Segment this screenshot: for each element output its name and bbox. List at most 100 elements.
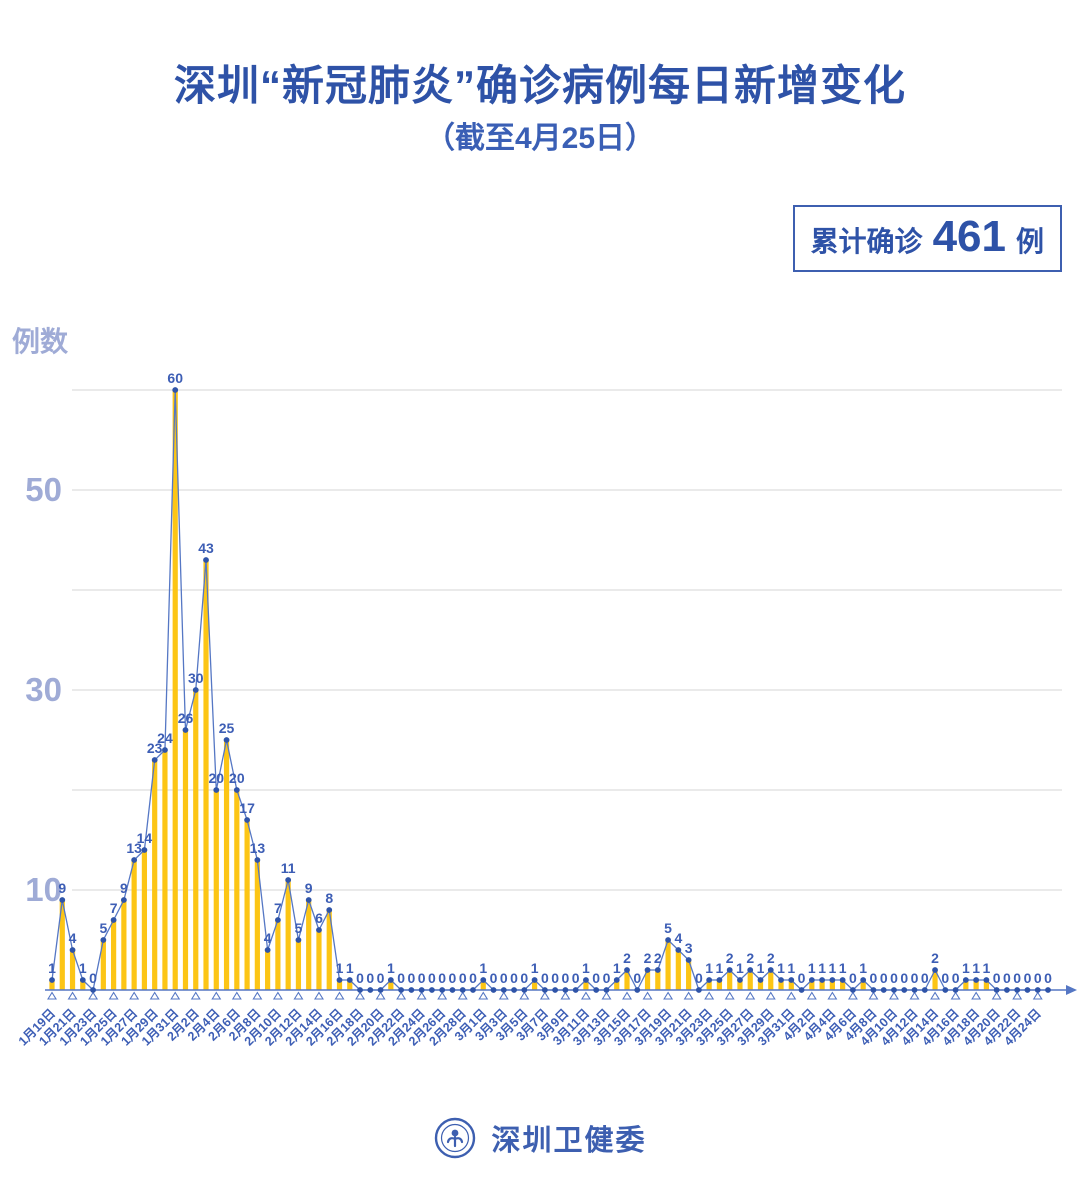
data-point-marker bbox=[583, 977, 589, 983]
chart-bar bbox=[727, 970, 733, 990]
chart-bar bbox=[388, 980, 394, 990]
x-tick-mark bbox=[313, 991, 324, 1000]
data-point-label: 25 bbox=[219, 720, 235, 736]
data-point-marker bbox=[69, 947, 76, 953]
chart-bar bbox=[665, 940, 671, 990]
data-point-label: 0 bbox=[911, 970, 919, 986]
data-point-label: 0 bbox=[500, 970, 508, 986]
data-point-marker bbox=[326, 907, 333, 913]
data-point-label: 0 bbox=[459, 970, 467, 986]
data-point-label: 14 bbox=[137, 830, 153, 846]
data-point-marker bbox=[870, 987, 877, 993]
chart-bar bbox=[254, 860, 260, 990]
chart-bar bbox=[100, 940, 106, 990]
data-point-label: 1 bbox=[787, 960, 795, 976]
x-tick-mark bbox=[786, 991, 797, 1000]
x-tick-mark bbox=[170, 991, 181, 1000]
x-tick-mark bbox=[642, 991, 653, 1000]
data-point-marker bbox=[901, 987, 908, 993]
chart-bar bbox=[203, 560, 209, 990]
data-point-label: 43 bbox=[198, 540, 214, 556]
data-point-label: 0 bbox=[407, 970, 415, 986]
x-tick-mark bbox=[396, 991, 407, 1000]
x-tick-mark bbox=[334, 991, 345, 1000]
data-point-marker bbox=[131, 857, 138, 863]
data-point-marker bbox=[921, 987, 928, 993]
data-point-label: 0 bbox=[377, 970, 385, 986]
data-point-marker bbox=[110, 917, 117, 923]
data-point-marker bbox=[1004, 987, 1010, 993]
data-point-label: 0 bbox=[356, 970, 364, 986]
data-point-label: 0 bbox=[490, 970, 498, 986]
data-point-marker bbox=[398, 987, 405, 993]
data-point-marker bbox=[264, 947, 271, 953]
x-tick-mark bbox=[930, 991, 941, 1000]
data-point-marker bbox=[541, 987, 548, 993]
x-tick-mark bbox=[47, 991, 57, 1000]
data-point-label: 0 bbox=[572, 970, 580, 986]
data-point-label: 26 bbox=[178, 710, 194, 726]
data-point-marker bbox=[316, 927, 322, 933]
data-point-label: 2 bbox=[767, 950, 775, 966]
x-tick-mark bbox=[498, 991, 509, 1000]
chart-bar bbox=[131, 860, 137, 990]
chart-bar bbox=[80, 980, 86, 990]
data-point-marker bbox=[819, 977, 826, 983]
chart-bar bbox=[193, 690, 199, 990]
data-point-label: 0 bbox=[418, 970, 426, 986]
x-tick-mark bbox=[252, 991, 263, 1000]
data-point-label: 2 bbox=[726, 950, 734, 966]
chart-bar bbox=[583, 980, 589, 990]
x-tick-mark bbox=[519, 991, 530, 1000]
data-point-marker bbox=[860, 977, 867, 983]
chart-bar bbox=[49, 980, 55, 990]
x-tick-mark bbox=[293, 991, 304, 1000]
data-point-marker bbox=[377, 987, 384, 993]
data-point-marker bbox=[798, 987, 805, 993]
data-point-marker bbox=[439, 987, 446, 993]
data-point-marker bbox=[490, 987, 497, 993]
data-point-marker bbox=[983, 977, 990, 983]
data-point-label: 1 bbox=[336, 960, 344, 976]
data-point-label: 1 bbox=[479, 960, 487, 976]
data-point-label: 1 bbox=[828, 960, 836, 976]
chart-bar bbox=[172, 390, 178, 990]
data-point-label: 0 bbox=[900, 970, 908, 986]
data-point-marker bbox=[305, 897, 312, 903]
x-tick-mark bbox=[971, 991, 982, 1000]
data-point-label: 1 bbox=[972, 960, 980, 976]
badge-unit: 例 bbox=[1015, 226, 1044, 257]
data-point-marker bbox=[470, 987, 476, 993]
data-point-marker bbox=[531, 977, 538, 983]
footer-org-name: 深圳卫健委 bbox=[491, 1125, 647, 1157]
data-point-marker bbox=[203, 557, 209, 563]
x-tick-mark bbox=[190, 991, 201, 1000]
data-point-marker bbox=[192, 687, 199, 693]
data-point-marker bbox=[500, 987, 507, 993]
data-point-label: 1 bbox=[808, 960, 816, 976]
footer: 深圳卫健委 bbox=[0, 1108, 1080, 1168]
data-point-marker bbox=[572, 987, 579, 993]
y-axis-unit-label: 例数 bbox=[12, 326, 69, 357]
chart-bar bbox=[275, 920, 281, 990]
data-point-label: 1 bbox=[79, 960, 87, 976]
data-point-label: 0 bbox=[849, 970, 857, 986]
data-point-marker bbox=[223, 737, 230, 743]
data-point-label: 13 bbox=[250, 840, 266, 856]
data-point-label: 0 bbox=[695, 970, 703, 986]
x-tick-mark bbox=[272, 991, 283, 1000]
data-point-marker bbox=[962, 977, 969, 983]
data-point-marker bbox=[213, 787, 220, 793]
x-tick-mark bbox=[580, 991, 591, 1000]
chart-bar bbox=[829, 980, 835, 990]
data-point-label: 0 bbox=[520, 970, 528, 986]
data-point-label: 20 bbox=[208, 770, 224, 786]
x-tick-mark bbox=[478, 991, 489, 1000]
chart-bar bbox=[840, 980, 846, 990]
chart-bar bbox=[531, 980, 538, 990]
data-point-label: 1 bbox=[387, 960, 395, 976]
x-tick-mark bbox=[704, 991, 715, 1000]
chart-bar bbox=[59, 900, 65, 990]
data-point-marker bbox=[603, 987, 610, 993]
data-point-label: 9 bbox=[305, 880, 313, 896]
